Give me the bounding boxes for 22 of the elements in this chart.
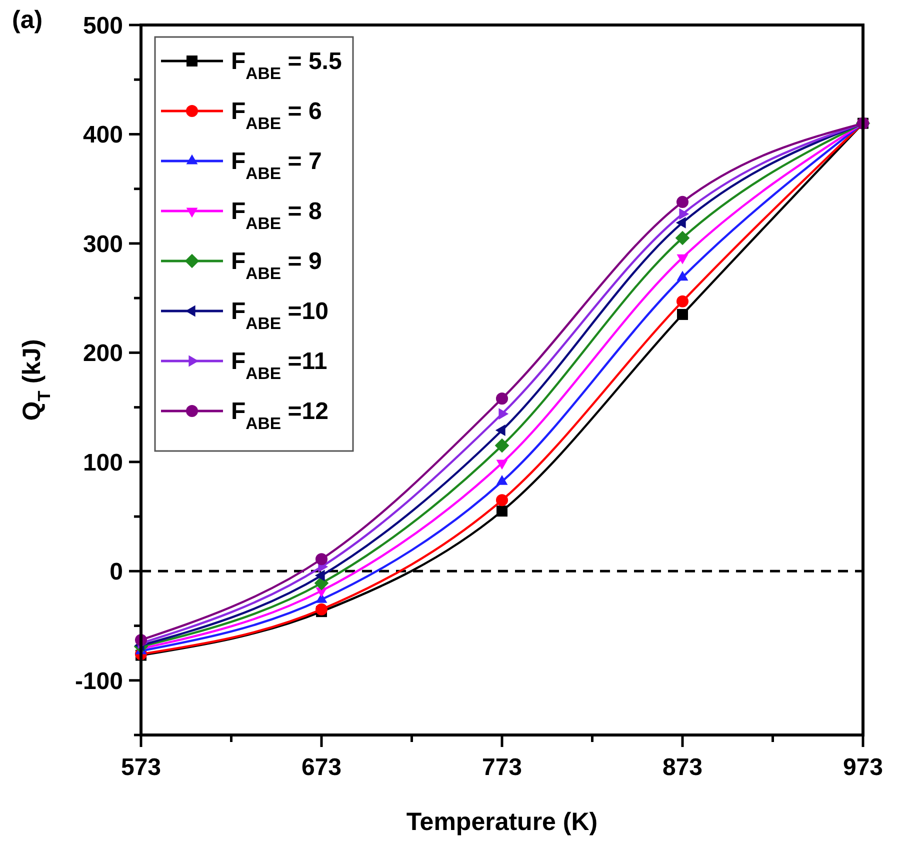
- legend-label: F$_{ABE}$ = 5.5: [231, 48, 342, 82]
- x-tick-label: 873: [662, 754, 703, 781]
- x-tick-label: 673: [301, 754, 342, 781]
- legend-label: F$_{ABE}$ =12: [231, 398, 328, 432]
- x-axis-title: Temperature (K): [406, 808, 598, 836]
- legend-label: F$_{ABE}$ = 8: [231, 198, 322, 232]
- y-tick-label: 200: [82, 340, 123, 368]
- legend-label: F$_{ABE}$ =10: [231, 298, 328, 332]
- legend-label: F$_{ABE}$ = 7: [231, 148, 322, 182]
- y-tick-label: -100: [74, 668, 123, 695]
- x-tick-label: 773: [482, 754, 522, 781]
- y-tick-label: 300: [82, 230, 123, 258]
- y-tick-label: 500: [82, 12, 123, 40]
- text: (a): [12, 6, 43, 34]
- y-tick-label: 0: [110, 558, 123, 586]
- x-tick-label: 973: [842, 754, 884, 781]
- legend-label: F$_{ABE}$ = 6: [231, 98, 322, 132]
- y-tick-label: 400: [82, 122, 123, 149]
- x-tick-label: 573: [120, 754, 162, 781]
- y-tick-label: 100: [82, 449, 123, 476]
- legend-label: F$_{ABE}$ = 9: [231, 248, 322, 282]
- legend-label: F$_{ABE}$ =11: [231, 348, 328, 382]
